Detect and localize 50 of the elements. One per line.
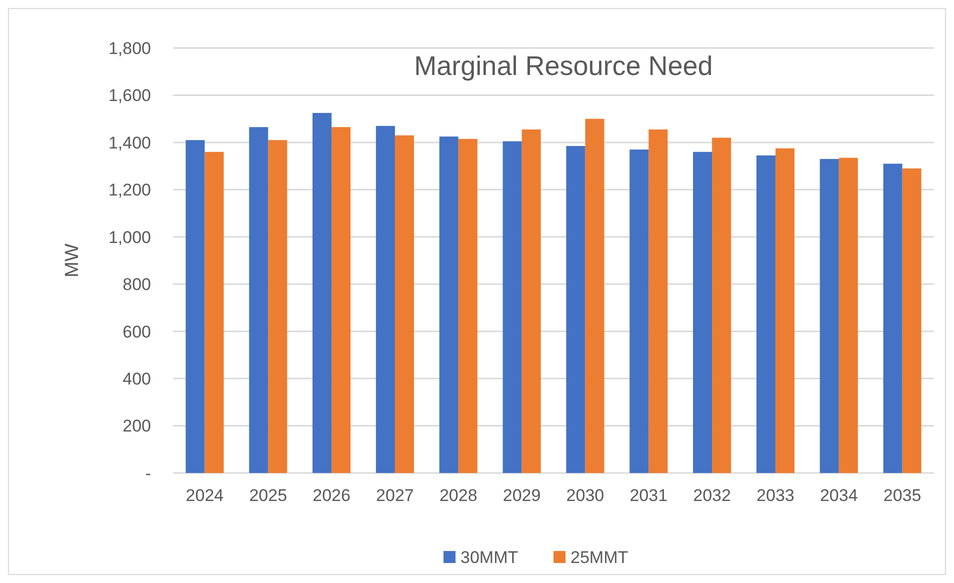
bar	[585, 118, 604, 473]
legend-label: 25MMT	[570, 548, 628, 567]
x-tick-label: 2027	[376, 486, 414, 505]
y-tick-label: 1,600	[108, 86, 151, 106]
bar	[439, 136, 458, 473]
x-tick-label: 2028	[439, 486, 478, 505]
x-tick-label: 2033	[756, 486, 794, 505]
y-tick-label: 400	[122, 370, 151, 389]
bar	[648, 129, 668, 473]
bar	[312, 112, 332, 473]
bar	[249, 127, 268, 473]
y-tick-label: 1,800	[108, 38, 151, 58]
chart-title: Marginal Resource Need	[414, 51, 713, 81]
bar	[268, 140, 288, 473]
bar	[820, 158, 839, 473]
bar	[458, 138, 478, 473]
y-tick-label: 200	[122, 416, 151, 436]
y-tick-label: 800	[122, 275, 151, 294]
x-tick-label: 2029	[502, 486, 541, 505]
y-axis-title: MW	[62, 244, 83, 278]
bar	[775, 148, 794, 473]
x-tick-label: 2026	[312, 486, 350, 505]
legend-label: 30MMT	[460, 548, 518, 567]
x-tick-label: 2035	[883, 486, 922, 505]
bar	[502, 141, 522, 473]
bar	[630, 150, 649, 473]
y-tick-label: 600	[122, 322, 151, 342]
bar	[522, 129, 541, 473]
bar	[332, 127, 351, 473]
bar	[204, 152, 224, 473]
bar	[756, 155, 776, 473]
bar	[566, 146, 586, 473]
x-tick-label: 2025	[249, 486, 288, 505]
y-tick-label: 1,000	[108, 228, 151, 247]
x-tick-label: 2032	[693, 486, 731, 505]
bar	[693, 152, 712, 473]
y-tick-label: 1,200	[108, 180, 151, 200]
bar	[838, 158, 858, 473]
y-tick-label: -	[145, 464, 151, 483]
bar	[883, 164, 902, 473]
x-tick-label: 2024	[186, 486, 224, 505]
x-tick-label: 2031	[630, 486, 668, 505]
bar	[186, 140, 205, 473]
bar	[376, 126, 395, 473]
bar	[712, 138, 732, 473]
y-tick-label: 1,400	[108, 133, 151, 152]
bar	[394, 135, 414, 473]
x-tick-label: 2034	[820, 486, 858, 505]
bar	[902, 168, 922, 473]
x-tick-label: 2030	[566, 486, 604, 505]
